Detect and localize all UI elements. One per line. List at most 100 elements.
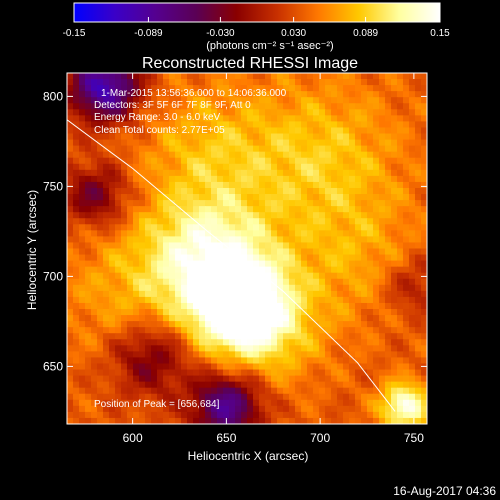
heatmap-cell	[343, 145, 350, 153]
heatmap-cell	[127, 369, 134, 377]
heatmap-cell	[139, 115, 146, 123]
heatmap-cell	[193, 206, 200, 213]
heatmap-cell	[181, 272, 188, 280]
heatmap-cell	[361, 85, 368, 92]
heatmap-cell	[295, 218, 302, 225]
heatmap-cell	[403, 351, 410, 359]
heatmap-cell	[289, 85, 296, 92]
heatmap-cell	[343, 109, 350, 116]
y-tick-label: 650	[43, 359, 63, 373]
heatmap-cell	[373, 79, 380, 86]
heatmap-cell	[103, 417, 110, 424]
heatmap-cell	[313, 151, 320, 159]
heatmap-cell	[79, 405, 86, 413]
heatmap-cell	[115, 363, 122, 371]
heatmap-cell	[373, 109, 380, 116]
heatmap-cell	[403, 272, 410, 280]
heatmap-cell	[235, 242, 242, 250]
heatmap-cell	[67, 85, 74, 92]
heatmap-cell	[421, 85, 427, 92]
heatmap-cell	[67, 103, 74, 110]
heatmap-cell	[343, 91, 350, 98]
heatmap-cell	[241, 387, 248, 395]
heatmap-cell	[211, 145, 218, 153]
heatmap-cell	[103, 175, 110, 183]
heatmap-cell	[343, 115, 350, 123]
heatmap-cell	[409, 248, 416, 256]
heatmap-cell	[355, 169, 362, 177]
heatmap-cell	[409, 181, 416, 189]
heatmap-cell	[259, 381, 266, 389]
heatmap-cell	[67, 254, 74, 262]
heatmap-cell	[199, 399, 206, 407]
heatmap-cell	[295, 315, 302, 322]
heatmap-cell	[307, 163, 314, 171]
heatmap-cell	[79, 181, 86, 189]
heatmap-cell	[205, 315, 212, 322]
heatmap-cell	[67, 417, 74, 424]
heatmap-cell	[199, 381, 206, 389]
heatmap-cell	[361, 187, 368, 195]
heatmap-cell	[397, 230, 404, 237]
heatmap-cell	[271, 260, 278, 268]
heatmap-cell	[205, 73, 212, 80]
heatmap-cell	[181, 357, 188, 365]
heatmap-cell	[127, 381, 134, 389]
heatmap-cell	[109, 127, 116, 135]
heatmap-cell	[247, 85, 254, 92]
heatmap-cell	[79, 266, 86, 274]
heatmap-cell	[343, 97, 350, 104]
heatmap-cell	[259, 309, 266, 316]
heatmap-cell	[109, 315, 116, 322]
heatmap-cell	[307, 187, 314, 195]
heatmap-cell	[133, 381, 140, 389]
heatmap-cell	[343, 230, 350, 237]
heatmap-cell	[193, 290, 200, 298]
heatmap-cell	[217, 405, 224, 413]
heatmap-cell	[181, 417, 188, 424]
heatmap-cell	[229, 248, 236, 256]
heatmap-cell	[289, 345, 296, 352]
heatmap-cell	[91, 272, 98, 280]
heatmap-cell	[403, 315, 410, 322]
heatmap-cell	[295, 278, 302, 286]
heatmap-cell	[91, 157, 98, 165]
heatmap-cell	[349, 115, 356, 123]
heatmap-cell	[265, 163, 272, 171]
heatmap-cell	[259, 157, 266, 165]
heatmap-cell	[145, 139, 152, 147]
heatmap-cell	[187, 363, 194, 371]
heatmap-cell	[421, 145, 427, 153]
heatmap-cell	[205, 260, 212, 268]
heatmap-cell	[265, 260, 272, 268]
heatmap-cell	[121, 302, 128, 310]
heatmap-cell	[121, 79, 128, 86]
heatmap-cell	[319, 121, 326, 129]
heatmap-cell	[97, 393, 104, 401]
heatmap-cell	[355, 254, 362, 262]
heatmap-cell	[121, 230, 128, 237]
heatmap-cell	[199, 375, 206, 383]
heatmap-cell	[241, 278, 248, 286]
heatmap-cell	[259, 375, 266, 383]
heatmap-cell	[277, 236, 284, 244]
heatmap-cell	[163, 387, 170, 395]
heatmap-cell	[85, 121, 92, 129]
solar-limb-curve	[67, 119, 396, 412]
heatmap-cell	[151, 230, 158, 237]
heatmap-cell	[331, 79, 338, 86]
heatmap-cell	[325, 411, 332, 419]
heatmap-cell	[289, 73, 296, 80]
heatmap-cell	[133, 369, 140, 377]
heatmap-cell	[235, 151, 242, 159]
heatmap-cell	[379, 405, 386, 413]
heatmap-cell	[67, 145, 74, 153]
heatmap-cell	[145, 109, 152, 116]
heatmap-cell	[145, 157, 152, 165]
colorbar-tick-label: 0.15	[430, 28, 450, 39]
heatmap-cell	[379, 169, 386, 177]
heatmap-cell	[343, 284, 350, 292]
heatmap-cell	[331, 254, 338, 262]
heatmap-cell	[307, 151, 314, 159]
heatmap-cell	[97, 302, 104, 310]
